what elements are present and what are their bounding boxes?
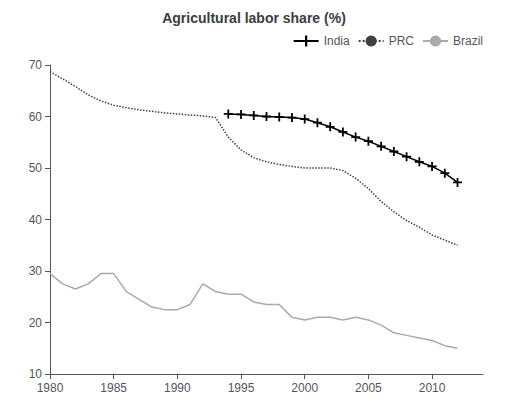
svg-text:2000: 2000 bbox=[291, 381, 318, 395]
svg-text:1980: 1980 bbox=[37, 381, 64, 395]
svg-text:2010: 2010 bbox=[419, 381, 446, 395]
svg-text:10: 10 bbox=[29, 367, 43, 381]
svg-text:1990: 1990 bbox=[164, 381, 191, 395]
svg-text:30: 30 bbox=[29, 264, 43, 278]
svg-text:Brazil: Brazil bbox=[453, 34, 483, 48]
svg-text:50: 50 bbox=[29, 161, 43, 175]
svg-text:1985: 1985 bbox=[100, 381, 127, 395]
svg-text:PRC: PRC bbox=[389, 34, 415, 48]
svg-text:India: India bbox=[324, 34, 350, 48]
svg-text:1995: 1995 bbox=[228, 381, 255, 395]
svg-text:2005: 2005 bbox=[355, 381, 382, 395]
svg-text:40: 40 bbox=[29, 213, 43, 227]
svg-text:20: 20 bbox=[29, 316, 43, 330]
svg-text:70: 70 bbox=[29, 58, 43, 72]
svg-text:Agricultural labor share (%): Agricultural labor share (%) bbox=[162, 10, 346, 26]
svg-text:60: 60 bbox=[29, 110, 43, 124]
